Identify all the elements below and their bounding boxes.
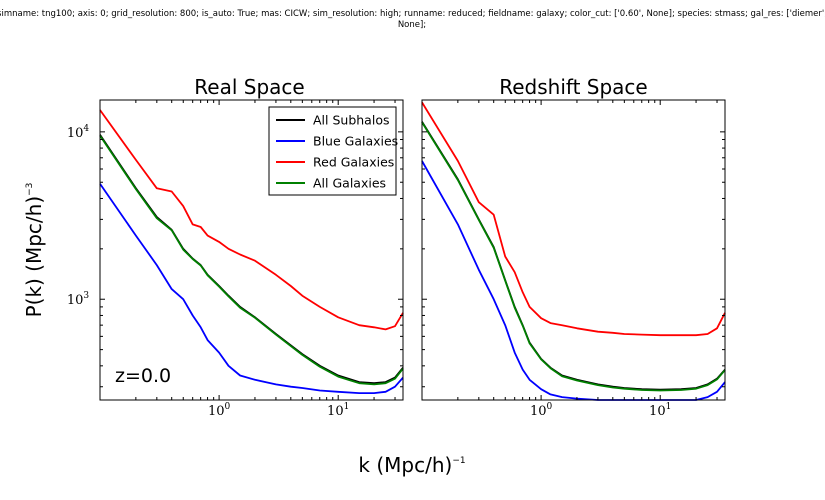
header-line-1: simname: tng100; axis: 0; grid_resolutio…	[0, 9, 825, 19]
panel-real-space: Real Space 100 101 103 104	[67, 75, 404, 419]
ticks-redshift-space: 100 101	[421, 100, 725, 419]
series-line-all-galaxies-redshift-space	[421, 121, 726, 392]
x-tick-label: 100	[208, 402, 231, 419]
y-tick-label: 104	[67, 124, 90, 141]
panel-redshift-space: Redshift Space 100 101	[421, 75, 726, 419]
curves-real-space	[99, 109, 404, 395]
header-line-2: None];	[398, 20, 426, 30]
legend-label-all-subhalos: All Subhalos	[313, 113, 389, 128]
legend-label-all-galaxies: All Galaxies	[313, 176, 386, 191]
ticks-real-space: 100 101 103 104	[67, 100, 403, 419]
curves-redshift-space	[421, 101, 726, 401]
x-tick-label: 100	[530, 402, 553, 419]
legend-label-blue-galaxies: Blue Galaxies	[313, 134, 398, 149]
y-tick-label: 103	[67, 291, 90, 308]
series-line-red-galaxies-redshift-space	[421, 101, 726, 337]
panel-title-real-space: Real Space	[194, 75, 304, 99]
redshift-annotation: z=0.0	[115, 365, 171, 387]
x-axis-label: k (Mpc/h)−1	[358, 453, 465, 477]
series-line-red-galaxies-real-space	[99, 109, 404, 331]
legend-label-red-galaxies: Red Galaxies	[313, 155, 394, 170]
legend-box	[268, 106, 397, 196]
x-tick-label: 101	[327, 402, 349, 419]
axes-frame-redshift-space	[421, 99, 726, 401]
axes-frame-real-space	[99, 99, 404, 401]
panel-title-redshift-space: Redshift Space	[499, 75, 648, 99]
series-line-all-subhalos-redshift-space	[421, 121, 726, 391]
series-line-all-galaxies-real-space	[99, 135, 404, 386]
series-line-blue-galaxies-real-space	[99, 183, 404, 395]
x-tick-label: 101	[649, 402, 671, 419]
legend: All Subhalos Blue Galaxies Red Galaxies All…	[268, 106, 398, 196]
y-axis-label: P(k) (Mpc/h)−3	[22, 183, 46, 318]
